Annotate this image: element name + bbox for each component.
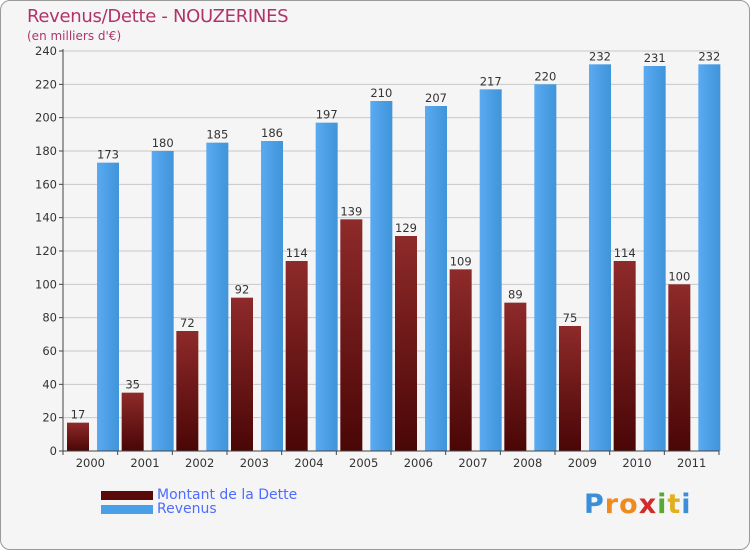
data-label: 89 bbox=[508, 288, 523, 302]
y-tick-label: 240 bbox=[35, 44, 57, 58]
x-tick-label: 2004 bbox=[294, 456, 323, 470]
y-tick-label: 160 bbox=[35, 177, 57, 191]
bar-dette bbox=[285, 261, 308, 451]
y-tick-label: 60 bbox=[42, 344, 57, 358]
data-label: 100 bbox=[668, 269, 690, 283]
chart-subtitle: (en milliers d'€) bbox=[27, 29, 122, 43]
bar-dette bbox=[121, 392, 144, 451]
bar-dette bbox=[67, 422, 89, 451]
y-tick-label: 80 bbox=[42, 311, 57, 325]
bar-revenus bbox=[151, 151, 174, 451]
y-tick-label: 40 bbox=[42, 377, 57, 391]
data-label: 75 bbox=[563, 311, 578, 325]
logo-letter: t bbox=[667, 489, 682, 520]
data-label: 35 bbox=[125, 378, 140, 392]
bar-revenus bbox=[370, 101, 393, 451]
x-tick-label: 2011 bbox=[677, 456, 706, 470]
x-tick-label: 2008 bbox=[513, 456, 542, 470]
data-label: 207 bbox=[425, 91, 447, 105]
bar-revenus bbox=[97, 162, 119, 451]
bar-dette bbox=[668, 284, 691, 451]
bar-dette bbox=[559, 326, 581, 451]
x-tick-label: 2006 bbox=[404, 456, 433, 470]
data-label: 231 bbox=[644, 51, 666, 65]
data-label: 109 bbox=[450, 254, 472, 268]
bar-revenus bbox=[425, 106, 447, 451]
logo-letter: P bbox=[584, 489, 605, 520]
bar-revenus bbox=[698, 64, 721, 452]
logo-letter: i bbox=[657, 489, 668, 520]
bar-dette bbox=[231, 297, 253, 451]
legend-item-revenus: Revenus bbox=[101, 501, 217, 517]
proxiti-logo: Proxiti bbox=[584, 489, 692, 520]
data-labels: 17 173 35 180 72 185 92 186 114 197 139 210 129 207 10… bbox=[71, 49, 721, 421]
x-tick-label: 2001 bbox=[130, 456, 159, 470]
bar-dette bbox=[504, 302, 527, 451]
bars bbox=[67, 64, 721, 452]
x-tick-label: 2007 bbox=[458, 456, 487, 470]
legend-swatch-revenus bbox=[101, 504, 153, 514]
data-label: 185 bbox=[206, 128, 228, 142]
y-tick-label: 200 bbox=[35, 111, 57, 125]
x-tick-label: 2002 bbox=[185, 456, 214, 470]
data-label: 217 bbox=[480, 74, 502, 88]
y-tick-label: 120 bbox=[35, 244, 57, 258]
data-label: 220 bbox=[534, 69, 556, 83]
legend-swatch-dette bbox=[101, 490, 153, 500]
logo-letter: x bbox=[638, 489, 658, 520]
bar-dette bbox=[395, 236, 417, 451]
data-label: 139 bbox=[340, 204, 362, 218]
y-tick-label: 180 bbox=[35, 144, 57, 158]
y-tick-label: 0 bbox=[50, 444, 57, 458]
data-label: 232 bbox=[589, 49, 611, 63]
bar-revenus bbox=[643, 66, 666, 451]
data-label: 180 bbox=[152, 136, 174, 150]
data-label: 72 bbox=[180, 316, 195, 330]
bar-revenus bbox=[206, 142, 229, 451]
bar-revenus bbox=[534, 84, 557, 451]
data-label: 114 bbox=[614, 246, 636, 260]
x-tick-label: 2000 bbox=[76, 456, 105, 470]
y-tick-label: 220 bbox=[35, 77, 57, 91]
logo-letter: i bbox=[681, 489, 692, 520]
bar-revenus bbox=[479, 89, 502, 451]
data-label: 173 bbox=[97, 148, 119, 162]
bar-dette bbox=[613, 261, 636, 451]
x-tick-label: 2005 bbox=[349, 456, 378, 470]
chart-title: Revenus/Dette - NOUZERINES bbox=[27, 6, 289, 27]
bar-revenus bbox=[261, 141, 283, 451]
data-label: 17 bbox=[71, 408, 86, 422]
y-tick-label: 140 bbox=[35, 211, 57, 225]
bar-revenus bbox=[315, 122, 338, 452]
data-label: 232 bbox=[698, 49, 720, 63]
bar-dette bbox=[340, 219, 363, 451]
y-tick-label: 20 bbox=[42, 411, 57, 425]
data-label: 210 bbox=[370, 86, 392, 100]
data-label: 186 bbox=[261, 126, 283, 140]
data-label: 114 bbox=[286, 246, 308, 260]
bar-dette bbox=[449, 269, 472, 451]
axes: 0 20 40 60 80 100 120 140 160 180 200 220 240 2000 200… bbox=[35, 44, 720, 470]
x-tick-label: 2009 bbox=[568, 456, 597, 470]
legend-label-dette: Montant de la Dette bbox=[157, 487, 298, 503]
logo-letter: r bbox=[604, 489, 620, 520]
legend-label-revenus: Revenus bbox=[157, 501, 217, 517]
data-label: 197 bbox=[316, 108, 338, 122]
legend-item-dette: Montant de la Dette bbox=[101, 487, 297, 503]
bar-dette bbox=[176, 331, 199, 451]
y-tick-label: 100 bbox=[35, 277, 57, 291]
logo-letter: o bbox=[619, 489, 639, 520]
x-tick-label: 2010 bbox=[622, 456, 651, 470]
data-label: 92 bbox=[235, 283, 250, 297]
x-tick-label: 2003 bbox=[240, 456, 269, 470]
bar-revenus bbox=[589, 64, 611, 452]
data-label: 129 bbox=[395, 221, 417, 235]
